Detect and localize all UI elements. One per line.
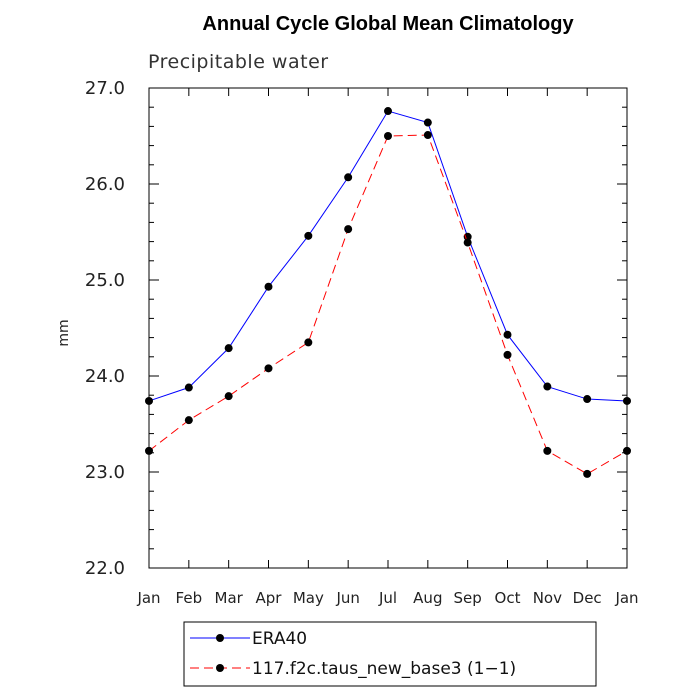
data-point: [264, 282, 273, 291]
data-point: [344, 225, 353, 234]
data-point: [463, 238, 472, 247]
x-tick-label: Apr: [256, 589, 283, 607]
series-layer: [145, 107, 631, 478]
data-point: [543, 446, 552, 455]
data-point: [463, 232, 472, 241]
x-tick-label: May: [293, 589, 324, 607]
x-tick-label: Nov: [533, 589, 562, 607]
data-point: [583, 395, 592, 404]
legend: ERA40 117.f2c.taus_new_base3 (1−1): [183, 621, 597, 687]
data-point: [583, 469, 592, 478]
axis-ticks: Jan Feb Mar Apr May Jun Jul Aug Sep Oct Nov Dec Jan 2…: [85, 78, 639, 607]
data-point: [184, 416, 193, 425]
chart-title: Annual Cycle Global Mean Climatology: [202, 13, 574, 35]
data-point: [423, 131, 432, 140]
data-point: [623, 396, 631, 405]
x-tick-label: Oct: [495, 589, 521, 607]
legend-label-2: 117.f2c.taus_new_base3 (1−1): [252, 659, 516, 679]
data-point: [423, 118, 432, 127]
data-point: [224, 392, 233, 401]
x-tick-label: Sep: [454, 589, 482, 607]
series-line-1: [148, 110, 628, 402]
data-point: [264, 364, 273, 373]
data-point: [224, 344, 233, 353]
data-point: [503, 330, 512, 339]
x-tick-label: Mar: [215, 589, 244, 607]
series-line-2: [148, 134, 628, 475]
legend-box: [183, 621, 597, 687]
data-point: [384, 107, 392, 116]
y-tick-label: 22.0: [85, 558, 125, 579]
y-axis-label: mm: [56, 319, 72, 346]
data-point: [543, 382, 552, 391]
plot-frame: [148, 87, 628, 569]
data-point: [184, 383, 193, 392]
x-tick-label: Jan: [614, 589, 638, 607]
y-tick-label: 26.0: [85, 174, 125, 195]
legend-label-1: ERA40: [252, 629, 307, 649]
data-point: [145, 396, 153, 405]
data-point: [344, 173, 353, 182]
data-point: [145, 446, 153, 455]
legend-marker-1: [216, 634, 224, 642]
legend-marker-2: [216, 664, 224, 672]
chart-subtitle: Precipitable water: [148, 51, 329, 73]
x-tick-label: Aug: [413, 589, 442, 607]
data-point: [384, 132, 392, 140]
data-point: [623, 446, 631, 455]
x-tick-label: Jun: [335, 589, 359, 607]
y-tick-label: 27.0: [85, 78, 125, 99]
data-point: [503, 350, 512, 359]
x-tick-label: Jan: [136, 589, 160, 607]
data-point: [304, 338, 313, 347]
x-tick-label: Feb: [176, 589, 203, 607]
y-tick-label: 25.0: [85, 270, 125, 291]
y-tick-label: 23.0: [85, 462, 125, 483]
x-tick-label: Jul: [378, 589, 397, 607]
data-point: [304, 231, 313, 240]
x-tick-label: Dec: [573, 589, 602, 607]
y-tick-label: 24.0: [85, 366, 125, 387]
